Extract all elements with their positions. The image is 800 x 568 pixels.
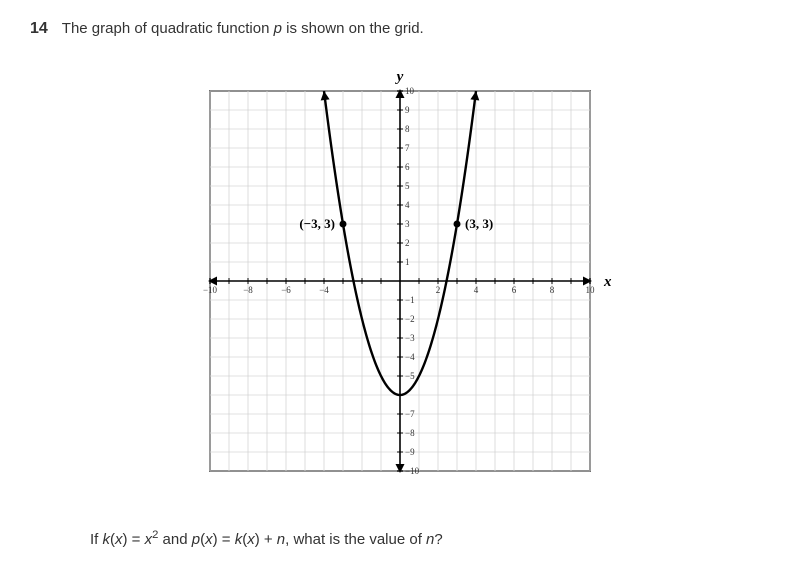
prompt-suffix: is shown on the grid.: [282, 20, 424, 37]
svg-text:−1: −1: [405, 295, 415, 305]
svg-text:4: 4: [405, 200, 410, 210]
svg-text:6: 6: [512, 285, 517, 295]
graph-container: −10−8−6−424681012345678910−1−2−3−4−5−7−8…: [30, 63, 770, 499]
svg-text:10: 10: [586, 285, 596, 295]
question-subprompt: If k(x) = x2 and p(x) = k(x) + n, what i…: [90, 529, 770, 548]
svg-text:−5: −5: [405, 371, 415, 381]
svg-text:−8: −8: [243, 285, 253, 295]
parabola-graph: −10−8−6−424681012345678910−1−2−3−4−5−7−8…: [182, 63, 618, 499]
svg-text:y: y: [395, 69, 404, 85]
svg-text:5: 5: [405, 181, 410, 191]
question-prompt: The graph of quadratic function p is sho…: [62, 20, 424, 37]
svg-text:2: 2: [436, 285, 441, 295]
svg-text:8: 8: [405, 124, 410, 134]
svg-text:9: 9: [405, 105, 410, 115]
svg-text:−6: −6: [281, 285, 291, 295]
svg-text:3: 3: [405, 219, 410, 229]
prompt-prefix: The graph of quadratic function: [62, 20, 274, 37]
svg-text:2: 2: [405, 238, 410, 248]
svg-text:−2: −2: [405, 314, 415, 324]
svg-text:−10: −10: [405, 466, 420, 476]
svg-text:−4: −4: [405, 352, 415, 362]
question-number: 14: [30, 20, 48, 38]
svg-text:−4: −4: [319, 285, 329, 295]
svg-text:−7: −7: [405, 409, 415, 419]
svg-text:x: x: [603, 274, 612, 290]
svg-text:8: 8: [550, 285, 555, 295]
question-header: 14 The graph of quadratic function p is …: [30, 20, 770, 38]
svg-text:10: 10: [405, 86, 415, 96]
svg-text:4: 4: [474, 285, 479, 295]
svg-text:−10: −10: [203, 285, 218, 295]
svg-text:−9: −9: [405, 447, 415, 457]
svg-text:(3, 3): (3, 3): [465, 216, 493, 231]
svg-text:6: 6: [405, 162, 410, 172]
svg-text:−3: −3: [405, 333, 415, 343]
svg-text:−8: −8: [405, 428, 415, 438]
svg-text:(−3, 3): (−3, 3): [299, 216, 335, 231]
svg-text:7: 7: [405, 143, 410, 153]
svg-text:1: 1: [405, 257, 410, 267]
prompt-fn: p: [274, 20, 282, 37]
